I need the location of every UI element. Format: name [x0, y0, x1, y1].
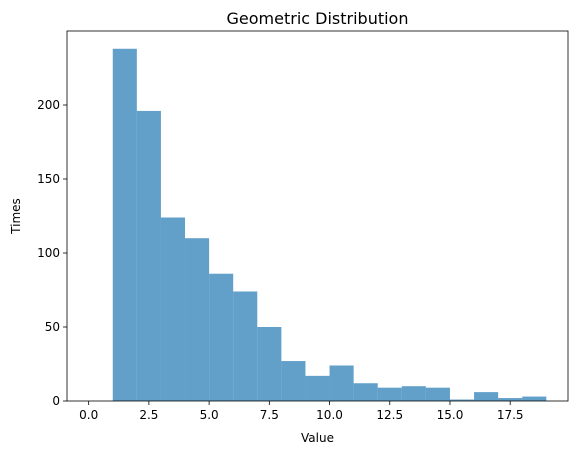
x-tick-label: 17.5: [497, 408, 524, 422]
x-tick-label: 0.0: [79, 408, 98, 422]
histogram-bar-5: [209, 273, 234, 401]
histogram-bar-8: [281, 361, 306, 401]
plot-frame: [66, 30, 569, 402]
histogram-bar-3: [160, 217, 186, 401]
histogram-bar-17: [498, 398, 523, 401]
bars-group: [112, 48, 547, 402]
x-tick-label: 2.5: [139, 408, 158, 422]
x-tick-label: 15.0: [437, 408, 464, 422]
chart-title: Geometric Distribution: [227, 9, 409, 28]
histogram-bar-13: [401, 386, 426, 401]
histogram-bar-9: [305, 375, 330, 401]
histogram-bar-15: [449, 399, 475, 401]
y-tick-label: 0: [52, 394, 60, 408]
histogram-bar-12: [377, 387, 402, 401]
histogram-bar-6: [233, 291, 258, 401]
histogram-bar-18: [522, 396, 547, 401]
y-tick-label: 150: [37, 172, 60, 186]
x-tick-label: 7.5: [260, 408, 279, 422]
x-axis-label: Value: [301, 431, 334, 445]
histogram-bar-16: [474, 392, 499, 401]
x-axis-ticks: 0.0 2.5 5.0 7.5 10.0 12.5 15.0 17.5: [79, 401, 524, 422]
histogram-bar-1: [112, 48, 137, 401]
histogram-bar-10: [329, 365, 354, 401]
x-tick-label: 12.5: [376, 408, 403, 422]
histogram-bar-2: [136, 110, 161, 402]
histogram-bar-7: [257, 327, 282, 401]
histogram-bar-14: [425, 387, 450, 401]
histogram-bar-4: [185, 238, 210, 401]
y-tick-label: 100: [37, 246, 60, 260]
x-tick-label: 10.0: [316, 408, 343, 422]
histogram-bar-11: [353, 383, 378, 401]
y-tick-label: 200: [37, 98, 60, 112]
y-axis-label: Times: [9, 198, 23, 235]
y-axis-ticks: 0 50 100 150 200: [37, 98, 67, 408]
x-tick-label: 5.0: [200, 408, 219, 422]
y-tick-label: 50: [45, 320, 60, 334]
